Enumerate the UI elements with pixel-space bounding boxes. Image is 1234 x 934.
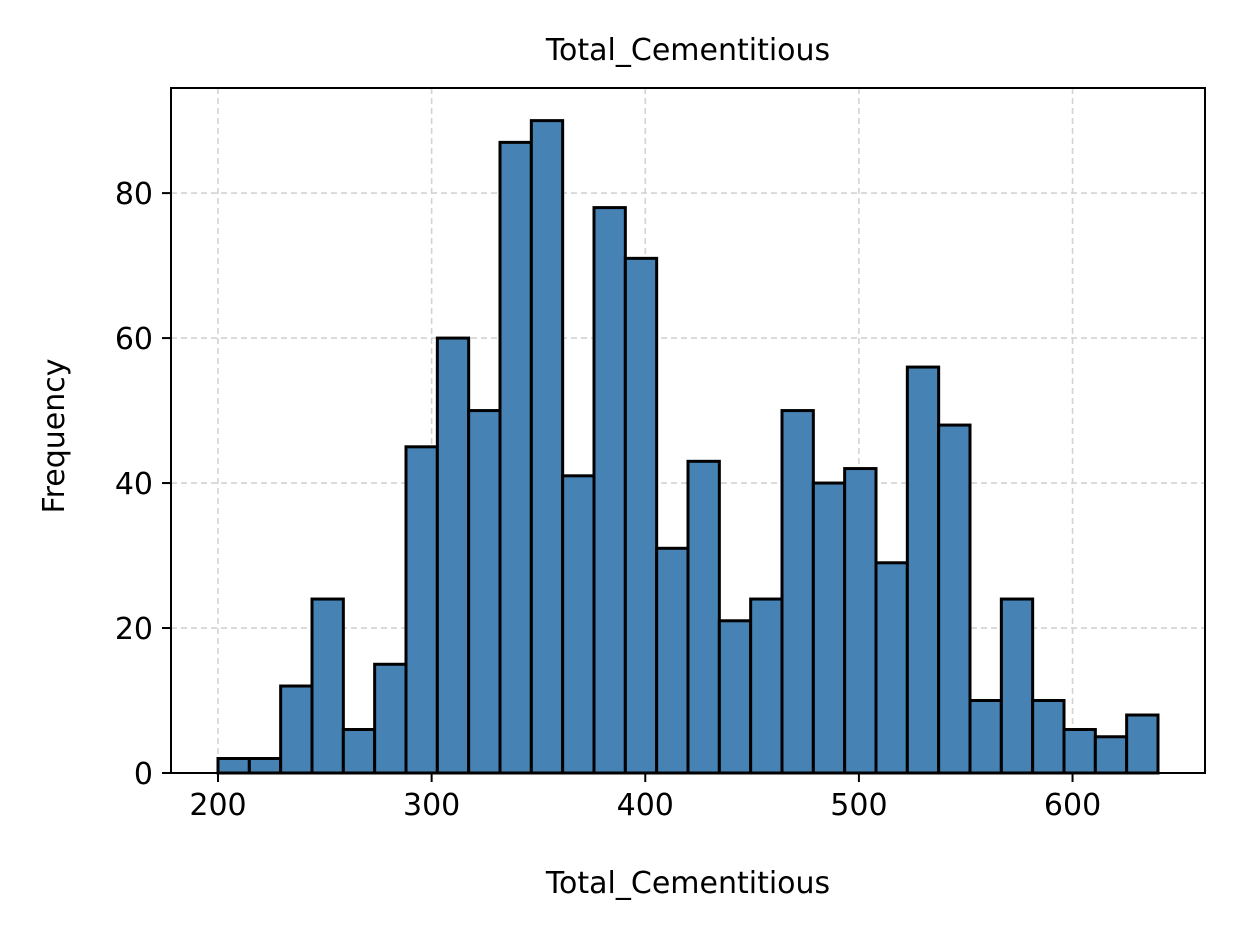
x-tick-label: 500 <box>830 788 887 823</box>
histogram-bar <box>999 597 1035 775</box>
histogram-bar <box>937 423 972 775</box>
histogram-bar <box>1062 728 1097 775</box>
histogram-bar <box>1031 699 1066 775</box>
x-axis-ticks: 200 300 400 500 600 <box>189 773 1101 823</box>
histogram-bar <box>435 336 471 775</box>
histogram-bar <box>341 728 377 775</box>
y-tick-label: 60 <box>115 322 153 357</box>
chart-title: Total_Cementitious <box>545 33 830 68</box>
histogram-bar <box>279 684 314 775</box>
histogram-bar <box>529 119 565 775</box>
histogram-bar <box>467 409 502 775</box>
histogram-bar <box>373 662 408 775</box>
plot-frame <box>170 87 1206 774</box>
histogram-bar <box>561 474 596 775</box>
histogram-bar <box>592 206 627 775</box>
y-tick-label: 20 <box>115 612 153 647</box>
bars <box>216 119 1160 775</box>
histogram-bar <box>905 365 941 775</box>
x-tick-label: 300 <box>403 788 460 823</box>
histogram-bar <box>749 597 784 775</box>
histogram-bar <box>811 481 847 775</box>
histogram-bar <box>1125 713 1160 775</box>
histogram-bar <box>843 467 878 775</box>
y-tick-label: 0 <box>134 757 153 792</box>
y-axis-ticks: 0 20 40 60 80 <box>115 177 171 792</box>
histogram-bar <box>780 409 815 775</box>
histogram-bar <box>968 699 1003 775</box>
histogram-bar <box>216 757 251 775</box>
x-axis-label: Total_Cementitious <box>545 866 830 901</box>
histogram-bar <box>310 597 345 775</box>
histogram-bar <box>623 256 659 775</box>
histogram-bar <box>498 140 533 775</box>
histogram-bar <box>686 459 721 775</box>
x-tick-label: 600 <box>1044 788 1101 823</box>
x-tick-label: 200 <box>189 788 246 823</box>
histogram-bar <box>404 445 439 775</box>
histogram-bar <box>874 561 909 775</box>
y-axis-label: Frequency <box>37 359 72 514</box>
x-tick-label: 400 <box>617 788 674 823</box>
histogram-bar <box>717 619 753 775</box>
histogram-bar <box>655 546 690 775</box>
y-tick-label: 80 <box>115 177 153 212</box>
histogram-bar <box>247 757 283 775</box>
histogram-bar <box>1093 735 1129 775</box>
y-tick-label: 40 <box>115 467 153 502</box>
